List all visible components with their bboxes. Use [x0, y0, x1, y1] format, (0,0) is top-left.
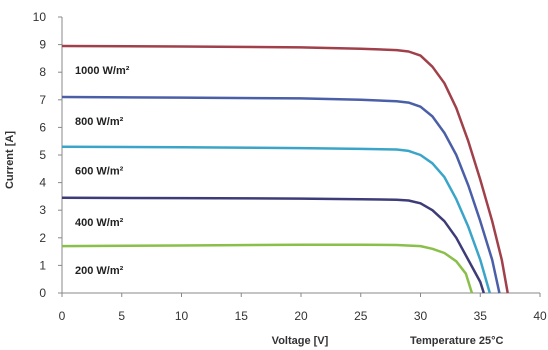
y-tick-label: 1	[39, 258, 46, 272]
chart-ticks: 0 1 2 3 4 5 6 7 8 9 10 0 5 10 15 20 25 30 35 40	[33, 10, 547, 323]
y-tick-label: 0	[39, 286, 46, 300]
series-line	[61, 145, 492, 294]
series-label: 1000 W/m²	[75, 65, 130, 77]
y-tick-label: 2	[39, 231, 46, 245]
x-tick-label: 5	[118, 309, 125, 323]
temperature-annotation: Temperature 25°C	[410, 335, 504, 347]
y-tick-label: 4	[39, 176, 46, 190]
series-label: 400 W/m²	[75, 217, 124, 229]
y-axis-title: Current [A]	[4, 131, 16, 189]
y-tick-label: 8	[39, 65, 46, 79]
y-tick-label: 3	[39, 203, 46, 217]
x-tick-label: 15	[235, 309, 249, 323]
chart-series	[61, 44, 509, 294]
x-axis-title: Voltage [V]	[272, 335, 329, 347]
series-label: 800 W/m²	[75, 116, 124, 128]
x-tick-label: 35	[474, 309, 488, 323]
x-tick-label: 10	[175, 309, 189, 323]
x-tick-label: 20	[294, 309, 308, 323]
x-tick-label: 30	[414, 309, 428, 323]
x-tick-label: 25	[354, 309, 368, 323]
y-tick-label: 7	[39, 93, 46, 107]
x-tick-label: 0	[59, 309, 66, 323]
y-tick-label: 9	[39, 38, 46, 52]
y-tick-label: 6	[39, 120, 46, 134]
series-line	[61, 243, 474, 294]
chart-axes	[61, 17, 540, 294]
series-line	[61, 196, 485, 294]
series-line	[61, 44, 509, 294]
series-line	[61, 95, 501, 294]
x-tick-label: 40	[533, 309, 547, 323]
chart-labels: 1000 W/m² 800 W/m² 600 W/m² 400 W/m² 200 W/m…	[75, 65, 130, 277]
series-label: 200 W/m²	[75, 265, 124, 277]
y-tick-label: 10	[33, 10, 47, 24]
series-label: 600 W/m²	[75, 166, 124, 178]
y-tick-label: 5	[39, 148, 46, 162]
